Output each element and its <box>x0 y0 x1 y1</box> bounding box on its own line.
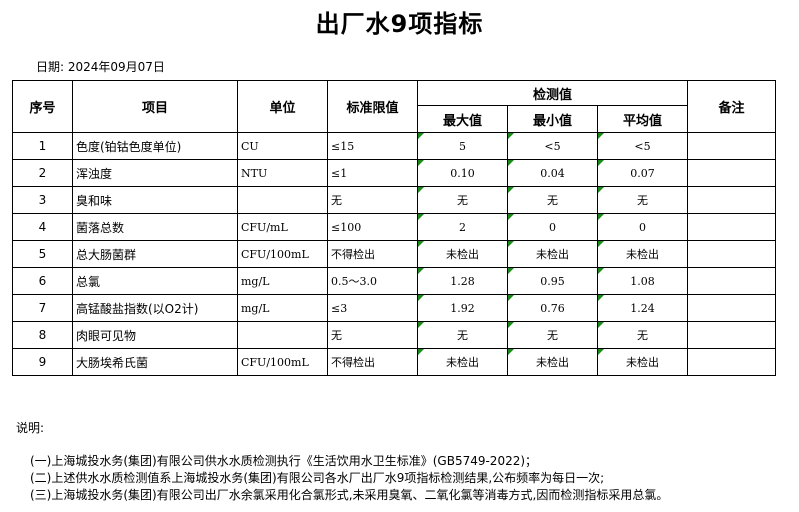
cell-no: 4 <box>12 213 73 241</box>
cell-remark <box>687 294 776 322</box>
cell-item: 总大肠菌群 <box>72 240 238 268</box>
cell-remark <box>687 159 776 187</box>
cell-remark <box>687 213 776 241</box>
cell-max: 1.92 <box>417 294 508 322</box>
cell-limit: 无 <box>327 186 418 214</box>
notes: 说明: (一)上海城投水务(集团)有限公司供水水质检测执行《生活饮用水卫生标准》… <box>16 420 668 504</box>
cell-remark <box>687 132 776 160</box>
cell-unit: CU <box>237 132 328 160</box>
table-row: 3 臭和味无无无无 <box>12 186 776 214</box>
cell-max: 无 <box>417 321 508 349</box>
cell-unit: mg/L <box>237 294 328 322</box>
cell-remark <box>687 240 776 268</box>
cell-min: 0.76 <box>507 294 598 322</box>
cell-unit <box>237 186 328 214</box>
header-min: 最小值 <box>507 105 598 133</box>
cell-item: 菌落总数 <box>72 213 238 241</box>
cell-limit: ≤3 <box>327 294 418 322</box>
header-item: 项目 <box>72 80 238 133</box>
cell-avg: 1.24 <box>597 294 688 322</box>
cell-max: 5 <box>417 132 508 160</box>
cell-min: 0.04 <box>507 159 598 187</box>
cell-avg: 无 <box>597 186 688 214</box>
cell-min: 0 <box>507 213 598 241</box>
cell-no: 1 <box>12 132 73 160</box>
cell-item: 臭和味 <box>72 186 238 214</box>
cell-item: 大肠埃希氏菌 <box>72 348 238 376</box>
cell-min: <5 <box>507 132 598 160</box>
cell-avg: 0 <box>597 213 688 241</box>
table-row: 5 总大肠菌群 CFU/100mL 不得检出 未检出 未检出 未检出 <box>12 240 776 268</box>
header-avg: 平均值 <box>597 105 688 133</box>
cell-unit <box>237 321 328 349</box>
cell-no: 2 <box>12 159 73 187</box>
cell-no: 8 <box>12 321 73 349</box>
cell-min: 0.95 <box>507 267 598 295</box>
table-row: 2 浑浊度 NTU ≤1 0.10 0.04 0.07 <box>12 159 776 187</box>
cell-max: 无 <box>417 186 508 214</box>
cell-limit: 无 <box>327 321 418 349</box>
cell-avg: 无 <box>597 321 688 349</box>
cell-item: 总氯 <box>72 267 238 295</box>
cell-remark <box>687 267 776 295</box>
table-row: 7 高锰酸盐指数(以O2计) mg/L ≤3 1.92 0.76 1.24 <box>12 294 776 322</box>
cell-max: 未检出 <box>417 348 508 376</box>
cell-max: 2 <box>417 213 508 241</box>
report-date: 日期: 2024年09月07日 <box>36 60 165 74</box>
header-remark: 备注 <box>687 80 776 133</box>
page-title: 出厂水9项指标 <box>315 10 484 38</box>
cell-no: 9 <box>12 348 73 376</box>
cell-no: 5 <box>12 240 73 268</box>
cell-avg: <5 <box>597 132 688 160</box>
cell-remark <box>687 348 776 376</box>
cell-avg: 1.08 <box>597 267 688 295</box>
water-quality-table: 序号 项目 单位 标准限值 检测值 备注 最大值 最小值 平均值 1 色度(铂钴色… <box>12 80 776 376</box>
cell-limit: ≤100 <box>327 213 418 241</box>
header-max: 最大值 <box>417 105 508 133</box>
cell-item: 浑浊度 <box>72 159 238 187</box>
cell-max: 0.10 <box>417 159 508 187</box>
cell-avg: 未检出 <box>597 348 688 376</box>
cell-unit: NTU <box>237 159 328 187</box>
note-item: (一)上海城投水务(集团)有限公司供水水质检测执行《生活饮用水卫生标准》(GB5… <box>30 454 538 468</box>
cell-limit: 不得检出 <box>327 240 418 268</box>
cell-no: 6 <box>12 267 73 295</box>
cell-limit: 0.5～3.0 <box>327 267 418 295</box>
cell-unit: CFU/100mL <box>237 240 328 268</box>
cell-item: 色度(铂钴色度单位) <box>72 132 238 160</box>
cell-min: 无 <box>507 186 598 214</box>
header-no: 序号 <box>12 80 73 133</box>
cell-min: 无 <box>507 321 598 349</box>
cell-unit: CFU/100mL <box>237 348 328 376</box>
table-row: 9 大肠埃希氏菌 CFU/100mL 不得检出 未检出 未检出 未检出 <box>12 348 776 376</box>
cell-remark <box>687 186 776 214</box>
cell-item: 高锰酸盐指数(以O2计) <box>72 294 238 322</box>
note-item: (二)上述供水水质检测值系上海城投水务(集团)有限公司各水厂出厂水9项指标检测结… <box>30 471 605 485</box>
table-row: 8 肉眼可见物无无无无 <box>12 321 776 349</box>
cell-unit: CFU/mL <box>237 213 328 241</box>
header-detect: 检测值 <box>417 80 688 106</box>
cell-min: 未检出 <box>507 348 598 376</box>
cell-limit: ≤15 <box>327 132 418 160</box>
cell-unit: mg/L <box>237 267 328 295</box>
cell-limit: 不得检出 <box>327 348 418 376</box>
notes-label: 说明: <box>16 421 45 435</box>
cell-item: 肉眼可见物 <box>72 321 238 349</box>
cell-min: 未检出 <box>507 240 598 268</box>
cell-max: 1.28 <box>417 267 508 295</box>
header-limit: 标准限值 <box>327 80 418 133</box>
table-row: 6 总氯 mg/L 0.5～3.0 1.28 0.95 1.08 <box>12 267 776 295</box>
cell-no: 3 <box>12 186 73 214</box>
cell-avg: 未检出 <box>597 240 688 268</box>
table-row: 1 色度(铂钴色度单位) CU ≤15 5 <5 <5 <box>12 132 776 160</box>
cell-limit: ≤1 <box>327 159 418 187</box>
cell-avg: 0.07 <box>597 159 688 187</box>
cell-max: 未检出 <box>417 240 508 268</box>
cell-remark <box>687 321 776 349</box>
header-unit: 单位 <box>237 80 328 133</box>
table-row: 4 菌落总数 CFU/mL ≤100 2 0 0 <box>12 213 776 241</box>
note-item: (三)上海城投水务(集团)有限公司出厂水余氯采用化合氯形式,未采用臭氧、二氧化氯… <box>30 488 669 502</box>
cell-no: 7 <box>12 294 73 322</box>
